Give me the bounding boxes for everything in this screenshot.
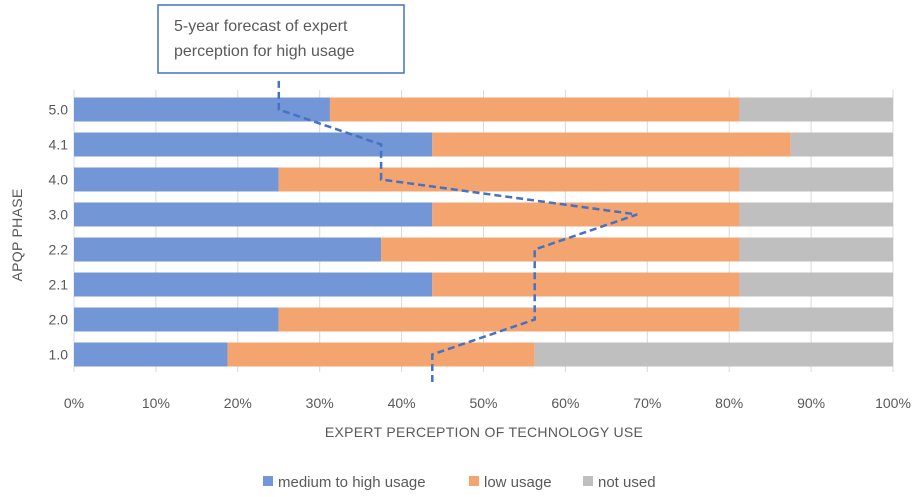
- y-tick-label: 4.1: [49, 137, 69, 153]
- legend-item: medium to high usage: [263, 474, 426, 491]
- bars: [74, 97, 893, 367]
- bar-medium-high-4.0: [74, 167, 279, 192]
- y-axis-title: APQP PHASE: [9, 188, 25, 281]
- legend-item: low usage: [469, 474, 552, 491]
- x-tick-label: 60%: [551, 395, 579, 411]
- bar-low-2.0: [278, 307, 740, 332]
- forecast-path: [277, 78, 638, 382]
- y-tick-label: 2.2: [49, 242, 69, 258]
- bar-medium-high-2.2: [74, 237, 382, 262]
- x-tick-label: 100%: [875, 395, 911, 411]
- legend-label: medium to high usage: [278, 474, 426, 491]
- bar-not-used-2.0: [739, 307, 893, 332]
- x-tick-label: 20%: [224, 395, 252, 411]
- bar-low-1.0: [227, 342, 535, 367]
- bar-not-used-1.0: [534, 342, 893, 367]
- y-tick-label: 1.0: [49, 347, 69, 363]
- callout-line-1: 5-year forecast of expert: [174, 18, 348, 35]
- x-tick-label: 30%: [306, 395, 334, 411]
- legend-swatch: [263, 476, 273, 486]
- x-tick-label: 40%: [388, 395, 416, 411]
- x-tick-label: 90%: [797, 395, 825, 411]
- bar-not-used-5.0: [739, 97, 893, 122]
- forecast-callout: 5-year forecast of expert perception for…: [157, 4, 405, 74]
- bar-medium-high-1.0: [74, 342, 228, 367]
- y-tick-label: 2.0: [49, 312, 69, 328]
- legend-label: low usage: [484, 474, 552, 491]
- bar-low-3.0: [432, 202, 740, 227]
- y-tick-label: 3.0: [49, 207, 69, 223]
- bar-medium-high-3.0: [74, 202, 433, 227]
- bar-medium-high-5.0: [74, 97, 330, 122]
- bar-medium-high-2.0: [74, 307, 279, 332]
- x-axis-title: EXPERT PERCEPTION OF TECHNOLOGY USE: [325, 424, 643, 440]
- bar-not-used-2.2: [739, 237, 893, 262]
- bar-low-2.1: [432, 272, 740, 297]
- bar-low-4.1: [432, 132, 791, 157]
- x-tick-label: 50%: [469, 395, 497, 411]
- x-tick-label: 70%: [633, 395, 661, 411]
- bar-low-5.0: [329, 97, 740, 122]
- y-tick-label: 5.0: [49, 102, 69, 118]
- bar-not-used-2.1: [739, 272, 893, 297]
- x-tick-label: 10%: [142, 395, 170, 411]
- legend-item: not used: [583, 474, 656, 491]
- y-axis-ticks: 1.0 2.0 2.1 2.2 3.0 4.0 4.1 5.0: [49, 102, 69, 363]
- bar-not-used-3.0: [739, 202, 893, 227]
- legend: medium to high usage low usage not used: [263, 474, 656, 491]
- bar-not-used-4.0: [739, 167, 893, 192]
- y-tick-label: 2.1: [49, 277, 69, 293]
- legend-swatch: [469, 476, 479, 486]
- x-tick-label: 0%: [64, 395, 84, 411]
- x-axis-ticks: 0% 10% 20% 30% 40% 50% 60% 70% 80% 90% 100%: [64, 395, 911, 411]
- bar-medium-high-4.1: [74, 132, 433, 157]
- callout-line-2: perception for high usage: [174, 43, 355, 60]
- bar-not-used-4.1: [790, 132, 893, 157]
- forecast-line: [277, 78, 638, 382]
- bar-low-4.0: [278, 167, 740, 192]
- y-tick-label: 4.0: [49, 172, 69, 188]
- x-tick-label: 80%: [715, 395, 743, 411]
- callout-box: [157, 4, 405, 74]
- legend-swatch: [583, 476, 593, 486]
- legend-label: not used: [598, 474, 656, 491]
- bar-medium-high-2.1: [74, 272, 433, 297]
